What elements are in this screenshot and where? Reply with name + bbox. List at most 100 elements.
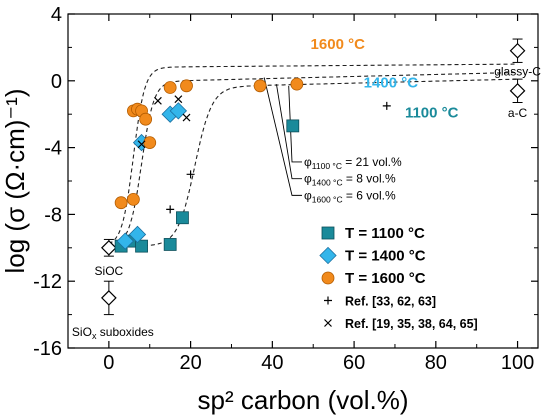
threshold-phi: φ — [304, 188, 312, 202]
fit-curve-1 — [108, 71, 518, 246]
threshold-rest: = 6 vol.% — [343, 188, 396, 202]
data-point-x-1 — [153, 96, 162, 105]
chart-text: sp² carbon (vol.%) log (σ (Ω·cm)⁻¹) 1600 °… — [0, 36, 541, 415]
data-point-circle-10 — [290, 77, 304, 91]
series-x — [137, 95, 191, 149]
series-circle — [114, 77, 304, 210]
siox-rest: suboxides — [96, 325, 153, 339]
data-point-square-4 — [176, 211, 189, 225]
data-point-plus-1 — [186, 170, 195, 179]
series-plus — [166, 101, 391, 214]
siox-sub: x — [92, 331, 97, 341]
threshold-phi: φ — [304, 155, 312, 169]
curve-label: 1600 °C — [311, 36, 366, 53]
legend-label: Ref. [33, 62, 63] — [345, 295, 436, 309]
x-tick-label: 40 — [261, 352, 283, 374]
threshold-phi: φ — [304, 172, 312, 186]
y-tick-label: 4 — [51, 4, 62, 26]
y-tick-label: 0 — [51, 71, 62, 93]
siox-suboxides-label: SiOx suboxides — [72, 325, 154, 341]
legend-label: Ref. [19, 35, 38, 64, 65] — [345, 317, 478, 331]
data-point-square-2 — [135, 239, 148, 253]
threshold-sub: 1400 °C — [312, 178, 343, 188]
threshold-leader-1 — [275, 84, 302, 180]
glassy-c-label: glassy-C — [494, 65, 541, 79]
data-point-plus-2 — [382, 101, 391, 110]
data-point-x-3 — [182, 113, 191, 122]
y-tick-label: -16 — [33, 338, 62, 360]
reference-marker — [509, 42, 526, 59]
legend-marker — [321, 226, 335, 240]
x-tick-label: 60 — [343, 352, 365, 374]
y-tick-label: -8 — [44, 204, 62, 226]
reference-point-0 — [101, 238, 117, 257]
legend-label: T = 1100 °C — [345, 225, 425, 242]
reference-point-2 — [509, 38, 526, 63]
legend-marker — [319, 246, 337, 265]
siox-label: SiOC — [95, 264, 124, 278]
legend-marker — [324, 296, 332, 305]
data-point-plus-0 — [166, 205, 175, 214]
curve-label: 1100 °C — [405, 105, 459, 122]
data-point-diamond-4 — [169, 102, 188, 120]
data-point-x-0 — [137, 140, 146, 149]
axes: 0 20 40 60 80 100 -16 -12 -8 -4 0 4 — [33, 4, 539, 374]
data-point-circle-6 — [143, 136, 157, 149]
reference-point-1 — [101, 280, 117, 316]
y-axis-title: log (σ (Ω·cm)⁻¹) — [0, 89, 30, 274]
legend-entry-1: T = 1400 °C — [319, 246, 426, 265]
curve-label: 1400 °C — [364, 74, 419, 91]
threshold-leader-0 — [288, 85, 302, 163]
data-point-square-3 — [163, 238, 177, 251]
data-point-circle-8 — [180, 79, 193, 93]
data-point-circle-0 — [114, 196, 128, 210]
threshold-leader-lines — [263, 77, 302, 196]
data-point-circle-9 — [253, 79, 267, 93]
a-c-label: a-C — [508, 106, 528, 120]
x-tick-label: 20 — [179, 352, 201, 374]
x-tick-label: 100 — [501, 352, 534, 374]
legend-label: T = 1600 °C — [345, 270, 426, 287]
legend: T = 1100 °C T = 1400 °C T = 1600 °C Ref. [3… — [319, 225, 478, 331]
data-point-diamond-1 — [128, 225, 147, 244]
threshold-rest: = 8 vol.% — [343, 172, 396, 186]
threshold-label-1: φ1400 °C = 8 vol.% — [304, 172, 396, 188]
series-diamond — [116, 102, 188, 250]
data-point-circle-1 — [126, 192, 140, 206]
legend-label: T = 1400 °C — [345, 248, 426, 265]
x-axis-title: sp² carbon (vol.%) — [198, 385, 409, 415]
reference-marker — [509, 82, 526, 99]
threshold-label-2: φ1600 °C = 6 vol.% — [304, 188, 396, 204]
reference-marker — [101, 290, 117, 306]
fit-curve-2 — [108, 78, 518, 247]
legend-entry-3: Ref. [33, 62, 63] — [324, 295, 436, 309]
threshold-sub: 1600 °C — [312, 194, 343, 204]
threshold-rest: = 21 vol.% — [342, 155, 402, 169]
data-point-diamond-0 — [116, 232, 134, 250]
fit-curves — [108, 63, 518, 247]
data-point-circle-7 — [163, 81, 177, 94]
data-point-x-2 — [174, 95, 183, 104]
data-point-circle-5 — [139, 112, 153, 126]
reference-marker — [101, 239, 117, 256]
reference-points — [101, 38, 526, 316]
data-point-square-5 — [286, 119, 300, 133]
threshold-label-0: φ1100 °C = 21 vol.% — [304, 155, 402, 171]
siox-main: SiO — [72, 325, 92, 339]
reference-point-3 — [509, 78, 526, 104]
y-tick-label: -12 — [33, 271, 62, 293]
x-tick-label: 0 — [103, 352, 114, 374]
legend-entry-0: T = 1100 °C — [321, 225, 425, 242]
threshold-leader-2 — [263, 77, 302, 196]
plot-frame — [67, 13, 539, 349]
legend-entry-4: Ref. [19, 35, 38, 64, 65] — [324, 317, 478, 331]
fit-curve-0 — [108, 63, 518, 245]
threshold-sub: 1100 °C — [312, 161, 342, 171]
x-tick-label: 80 — [425, 352, 447, 374]
legend-entry-2: T = 1600 °C — [321, 270, 426, 287]
y-tick-label: -4 — [44, 138, 62, 160]
legend-marker — [321, 271, 335, 285]
legend-marker — [324, 319, 332, 327]
data-points — [114, 77, 391, 253]
